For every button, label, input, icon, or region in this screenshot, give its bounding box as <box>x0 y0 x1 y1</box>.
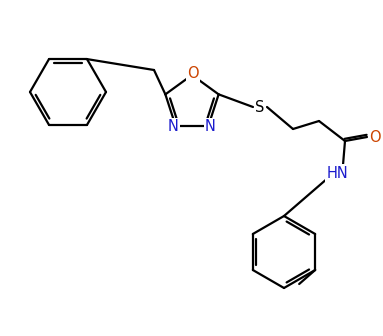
Text: O: O <box>187 67 199 82</box>
Text: O: O <box>369 129 381 144</box>
Text: N: N <box>205 119 216 134</box>
Text: HN: HN <box>326 166 348 180</box>
Text: S: S <box>255 99 265 115</box>
Text: N: N <box>168 119 179 134</box>
